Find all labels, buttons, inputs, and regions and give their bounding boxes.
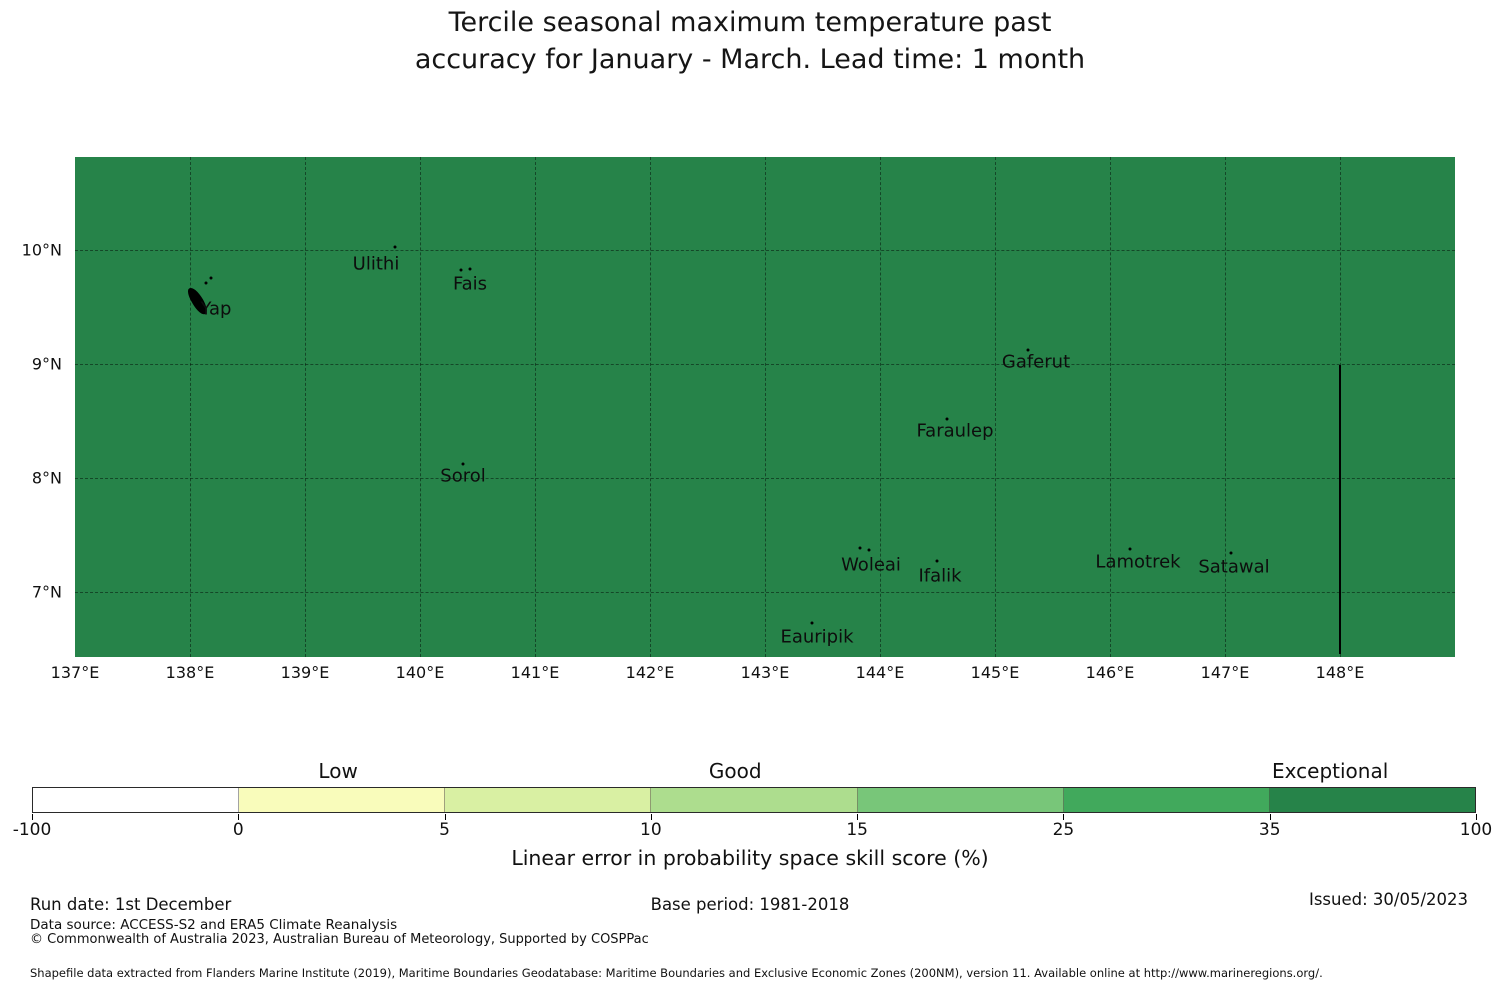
grid-line-vertical [305, 157, 306, 657]
x-tick-label: 139°E [280, 663, 330, 682]
colorbar-tick [1269, 814, 1271, 820]
figure-title: Tercile seasonal maximum temperature pas… [0, 4, 1500, 78]
colorbar-label: Linear error in probability space skill … [511, 846, 989, 870]
island-dot [461, 462, 465, 466]
grid-line-horizontal [75, 478, 1455, 479]
x-tick-label: 141°E [510, 663, 560, 682]
island-dot [459, 268, 463, 272]
colorbar-tick-label: 0 [232, 820, 244, 840]
grid-line-vertical [535, 157, 536, 657]
island-dot [204, 281, 208, 285]
island-label: Faraulep [916, 420, 994, 442]
copyright-text: © Commonwealth of Australia 2023, Austra… [30, 932, 649, 947]
eez-boundary-line [1339, 365, 1341, 654]
title-line-2: accuracy for January - March. Lead time:… [414, 44, 1086, 75]
colorbar-tick [1476, 814, 1477, 820]
grid-line-vertical [765, 157, 766, 657]
colorbar-tick [238, 814, 240, 820]
island-dot [1229, 551, 1233, 555]
colorbar-category-label: Low [318, 759, 358, 783]
colorbar-tick [444, 814, 446, 820]
colorbar-tick-label: 5 [439, 820, 450, 840]
y-tick-label: 9°N [31, 354, 62, 374]
island-label: Lamotrek [1095, 551, 1181, 573]
grid-line-horizontal [75, 250, 1455, 251]
issued-date-text: Issued: 30/05/2023 [1308, 890, 1468, 909]
colorbar-category-label: Exceptional [1272, 759, 1389, 783]
island-label: Eauripik [780, 626, 854, 648]
colorbar-tick [32, 814, 33, 820]
island-dot [945, 417, 949, 421]
x-tick-label: 144°E [855, 663, 905, 682]
grid-line-vertical [1225, 157, 1226, 657]
x-tick-label: 140°E [395, 663, 445, 682]
colorbar-tick-label: 10 [640, 820, 662, 840]
island-label: Gaferut [1001, 351, 1071, 373]
island-dot [867, 548, 871, 552]
colorbar-segment [651, 788, 858, 812]
x-tick-label: 142°E [625, 663, 675, 682]
y-tick-label: 8°N [31, 468, 62, 488]
title-line-1: Tercile seasonal maximum temperature pas… [448, 7, 1052, 38]
grid-line-vertical [1110, 157, 1111, 657]
grid-line-vertical [880, 157, 881, 657]
colorbar-tick [857, 814, 859, 820]
island-label: Yap [200, 298, 232, 320]
island-dot [935, 559, 939, 563]
island-label: Ulithi [352, 253, 400, 275]
colorbar-tick-label: -100 [12, 820, 52, 840]
island-label: Fais [452, 273, 488, 295]
island-dot [1026, 348, 1030, 352]
colorbar-tick [650, 814, 652, 820]
x-tick-label: 137°E [50, 663, 100, 682]
grid-line-vertical [420, 157, 421, 657]
island-dot [858, 546, 862, 550]
island-label: Woleai [841, 554, 901, 576]
island-dot [393, 245, 397, 249]
grid-line-horizontal [75, 592, 1455, 593]
colorbar-segment [33, 788, 240, 812]
y-tick-label: 7°N [31, 582, 62, 602]
island-label: Ifalik [918, 565, 962, 587]
colorbar-segment [239, 788, 446, 812]
x-tick-label: 143°E [740, 663, 790, 682]
y-tick-label: 10°N [21, 240, 62, 260]
run-date-text: Run date: 1st December [30, 895, 232, 914]
colorbar-tick-label: 35 [1258, 820, 1281, 840]
shapefile-note-text: Shapefile data extracted from Flanders M… [30, 966, 1323, 980]
island-label: Sorol [440, 465, 486, 487]
colorbar-tick-label: 15 [846, 820, 868, 840]
colorbar-segment [445, 788, 652, 812]
x-tick-label: 138°E [165, 663, 215, 682]
colorbar-segment [1063, 788, 1270, 812]
grid-line-vertical [190, 157, 191, 657]
colorbar-tick-label: 25 [1052, 820, 1075, 840]
base-period-text: Base period: 1981-2018 [650, 895, 850, 914]
x-tick-label: 145°E [970, 663, 1020, 682]
island-dot [1128, 547, 1132, 551]
colorbar [32, 787, 1476, 813]
x-tick-label: 146°E [1085, 663, 1135, 682]
x-tick-label: 148°E [1315, 663, 1365, 682]
colorbar-tick [1063, 814, 1065, 820]
data-source-text: Data source: ACCESS-S2 and ERA5 Climate … [30, 917, 398, 933]
island-label: Satawal [1198, 556, 1270, 578]
island-dot [810, 621, 814, 625]
colorbar-tick-label: 100 [1459, 820, 1493, 840]
grid-line-vertical [995, 157, 996, 657]
map-area: Yap Ulithi Fais Sorol Gaferut Faraulep Woleai I… [75, 157, 1455, 657]
island-dot [468, 267, 472, 271]
island-dot [209, 276, 213, 280]
colorbar-segment [857, 788, 1064, 812]
grid-line-horizontal [75, 364, 1455, 365]
colorbar-category-label: Good [708, 759, 762, 783]
x-tick-label: 147°E [1200, 663, 1250, 682]
grid-line-vertical [650, 157, 651, 657]
colorbar-segment [1269, 788, 1475, 812]
